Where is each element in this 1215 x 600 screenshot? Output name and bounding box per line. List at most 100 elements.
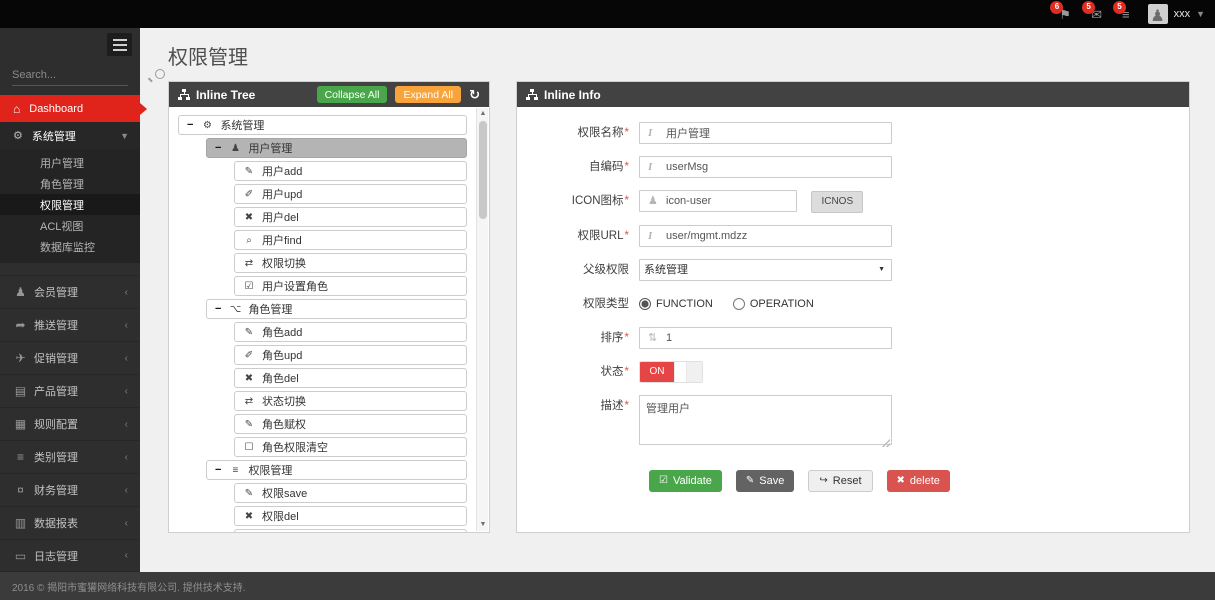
tree-node-label: 系统管理 [220, 120, 265, 132]
refresh-icon[interactable]: ↻ [469, 86, 480, 102]
icnos-button[interactable]: ICNOS [811, 190, 864, 213]
tasks-list-icon: ≡ [1121, 6, 1130, 22]
close-icon: ✖ [896, 475, 905, 486]
sidebar-subitem[interactable]: 数据库监控 [40, 241, 95, 254]
collapse-all-button[interactable]: Collapse All [316, 86, 388, 103]
section-label: 推送管理 [34, 320, 78, 332]
reset-button[interactable]: ↪ Reset [808, 469, 873, 492]
tree-node[interactable]: ✖ 角色del [234, 368, 467, 388]
tree-node[interactable]: − ≡ 权限管理 [206, 460, 467, 480]
tree-node[interactable]: ✎ 角色赋权 [234, 414, 467, 434]
code-input[interactable] [639, 156, 892, 178]
collapse-minus-icon[interactable]: − [215, 303, 222, 315]
messages-menu[interactable]: ✉ 5 [1082, 0, 1104, 23]
sidebar-section-item[interactable]: ▦ 规则配置 ‹ [0, 407, 140, 440]
sidebar-item-system-management[interactable]: ⚙ 系统管理 ▼ [0, 122, 140, 149]
delete-button[interactable]: ✖ delete [886, 469, 950, 492]
pencil-icon: ✎ [244, 165, 254, 177]
sidebar-section-item[interactable]: ➦ 推送管理 ‹ [0, 308, 140, 341]
tree-scrollbar[interactable]: ▲ ▼ [476, 108, 488, 531]
sort-icon: ⇅ [648, 331, 658, 344]
cogs-icon: ⚙ [13, 130, 23, 142]
tree-node[interactable]: − ⌥ 角色管理 [206, 299, 467, 319]
user-menu[interactable]: ♟ xxx ▼ [1147, 4, 1205, 24]
radio-option-function[interactable]: FUNCTION [639, 297, 713, 310]
radio-option-operation[interactable]: OPERATION [732, 297, 814, 310]
expand-all-button[interactable]: Expand All [395, 86, 462, 103]
field-label-status: 状态* [600, 365, 629, 378]
tree-node[interactable]: ☑ 用户设置角色 [234, 276, 467, 296]
collapse-minus-icon[interactable]: − [187, 119, 194, 131]
table-icon: ▦ [14, 417, 27, 431]
tree-node[interactable]: ✖ 权限del [234, 506, 467, 526]
scroll-up-arrow[interactable]: ▲ [479, 110, 487, 117]
sidebar-section-item[interactable]: ▥ 数据报表 ‹ [0, 506, 140, 539]
field-label-url: 权限URL* [577, 229, 630, 242]
tree-node[interactable]: ☐ 角色权限清空 [234, 437, 467, 457]
sidebar-section-item[interactable]: ▤ 产品管理 ‹ [0, 374, 140, 407]
toggle-off-segment [687, 361, 702, 382]
sidebar-subitem[interactable]: ACL视图 [40, 220, 84, 233]
inline-info-panel: Inline Info 权限名称* I 自编码* I [516, 81, 1190, 533]
resize-handle[interactable] [882, 438, 890, 447]
tree-node[interactable]: − ♟ 用户管理 [206, 138, 467, 158]
italic-icon: I [648, 161, 653, 173]
scroll-down-arrow[interactable]: ▼ [479, 521, 487, 528]
collapse-minus-icon[interactable]: − [215, 464, 222, 476]
tree-node[interactable]: ✎ 权限save [234, 483, 467, 503]
sidebar-toggle-button[interactable] [107, 33, 132, 56]
sidebar-section-item[interactable]: ▭ 日志管理 ‹ [0, 539, 140, 572]
save-button[interactable]: ✎ Save [735, 469, 795, 492]
tree-node[interactable]: ✐ 用户upd [234, 184, 467, 204]
tree-node[interactable]: ✐ 角色upd [234, 345, 467, 365]
chevron-left-icon: ‹ [124, 451, 128, 463]
description-textarea[interactable]: 管理用户 [639, 394, 892, 445]
sidebar-subitem[interactable]: 权限管理 [0, 194, 140, 215]
notifications-menu[interactable]: ⚑ 6 [1050, 0, 1073, 23]
username: xxx [1173, 8, 1191, 20]
pencil-icon: ✎ [745, 475, 755, 486]
tree-node[interactable]: − ⚙ 系统管理 [178, 115, 467, 135]
search-input[interactable] [12, 68, 154, 81]
footer: 2016 © 揭阳市蜜獾网络科技有限公司. 提供技术支持. [0, 572, 1215, 600]
tree-node[interactable]: ✎ 角色add [234, 322, 467, 342]
tree-node-label: 角色管理 [248, 304, 293, 316]
sidebar-section-item[interactable]: ¤ 财务管理 ‹ [0, 473, 140, 506]
tree-node[interactable]: ⌕ 用户find [234, 230, 467, 250]
collapse-minus-icon[interactable]: − [215, 142, 222, 154]
topbar-right: ⚑ 6 ✉ 5 ≡ 5 ♟ xxx ▼ [1050, 0, 1205, 24]
sidebar-section-item[interactable]: ✈ 促销管理 ‹ [0, 341, 140, 374]
validate-button[interactable]: ☑ Validate [649, 469, 722, 492]
parent-permission-select[interactable]: 系统管理 [639, 258, 892, 281]
permission-url-input[interactable] [639, 224, 892, 247]
icon-input[interactable] [639, 190, 797, 212]
tree-node[interactable]: ✎ 用户add [234, 161, 467, 181]
permission-name-input[interactable] [639, 122, 892, 144]
cogs-icon: ⚙ [202, 119, 212, 131]
tree-node[interactable]: ⇄ 权限切换 [234, 253, 467, 273]
tree-node[interactable]: ⇄ 状态切换 [234, 391, 467, 411]
inline-tree-panel: Inline Tree Collapse All Expand All ↻ − ⚙… [168, 81, 490, 533]
radio-operation[interactable] [732, 297, 745, 310]
sidebar-section-item[interactable]: ♟ 会员管理 ‹ [0, 275, 140, 308]
tree-node[interactable]: ✖ 用户del [234, 207, 467, 227]
inline-tree-title: Inline Tree [196, 87, 256, 102]
tree-node-label: 角色add [262, 327, 303, 339]
radio-function[interactable] [639, 297, 651, 310]
status-toggle[interactable]: ON [639, 360, 703, 383]
tree-node-label: 角色del [262, 373, 299, 385]
tree-node-label: 权限切换 [262, 258, 306, 270]
edit-icon: ✐ [244, 188, 254, 200]
sidebar-subitem[interactable]: 角色管理 [40, 178, 84, 191]
sort-input[interactable] [639, 326, 892, 349]
sidebar-section-item[interactable]: ≡ 类别管理 ‹ [0, 440, 140, 473]
sidebar-item-dashboard[interactable]: ⌂ Dashboard [0, 95, 147, 122]
tree-node[interactable]: ✐提交校验 [234, 529, 467, 532]
field-label-code: 自编码* [589, 161, 629, 173]
scrollbar-thumb[interactable] [479, 121, 487, 219]
folder-icon: ▭ [14, 548, 27, 563]
chevron-left-icon: ‹ [124, 517, 128, 529]
tasks-menu[interactable]: ≡ 5 [1112, 0, 1132, 23]
sidebar-subitem[interactable]: 用户管理 [40, 157, 84, 170]
field-label-parent: 父级权限 [583, 263, 629, 276]
